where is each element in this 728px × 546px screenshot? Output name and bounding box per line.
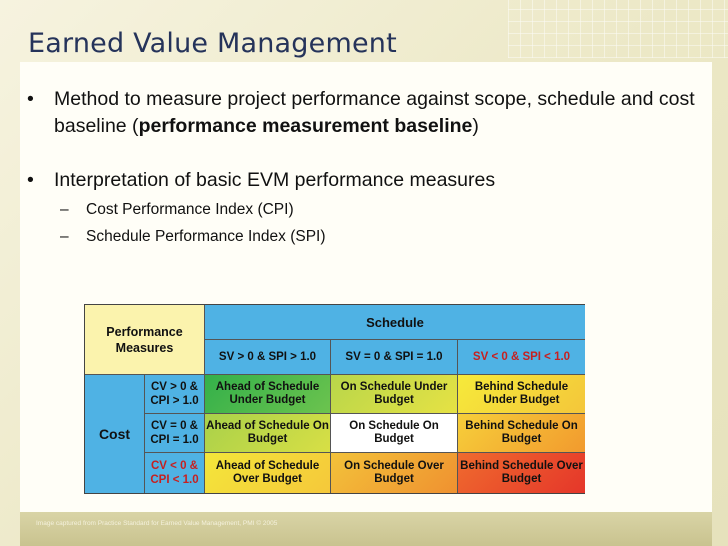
schedule-col-header: SV > 0 & SPI > 1.0	[205, 340, 331, 375]
sub-bullet-text: Schedule Performance Index (SPI)	[86, 228, 326, 245]
cost-header: Cost	[85, 375, 145, 493]
table-cell: Behind Schedule On Budget	[458, 414, 585, 453]
table-cell: On Schedule On Budget	[331, 414, 458, 453]
bullet-text-end: )	[472, 115, 479, 137]
schedule-col-header: SV < 0 & SPI < 1.0	[458, 340, 585, 375]
bottom-strip	[20, 512, 712, 546]
cost-row-header: CV < 0 & CPI < 1.0	[145, 453, 205, 493]
table-cell: On Schedule Over Budget	[331, 453, 458, 493]
sub-bullet-dash: –	[60, 201, 69, 218]
sub-bullet-spi: – Schedule Performance Index (SPI)	[24, 225, 714, 249]
bullet-dot: •	[27, 88, 34, 110]
bullet-item-method: • Method to measure project performance …	[24, 86, 714, 140]
bullet-item-interpretation: • Interpretation of basic EVM performanc…	[24, 167, 714, 194]
image-caption: Image captured from Practice Standard fo…	[36, 520, 278, 527]
sub-bullet-text: Cost Performance Index (CPI)	[86, 201, 294, 218]
table-cell: Behind Schedule Over Budget	[458, 453, 585, 493]
bullet-list: • Method to measure project performance …	[24, 86, 714, 249]
table-cell: Ahead of Schedule Under Budget	[205, 375, 331, 414]
decorative-grid-pattern	[508, 0, 728, 58]
cost-row-header: CV > 0 & CPI > 1.0	[145, 375, 205, 414]
table-cell: Ahead of Schedule Over Budget	[205, 453, 331, 493]
bullet-text: Method to measure project performance ag…	[54, 88, 695, 137]
bullet-bold-text: performance measurement baseline	[138, 115, 473, 137]
schedule-header: Schedule	[205, 305, 585, 340]
sub-bullet-cpi: – Cost Performance Index (CPI)	[24, 198, 714, 222]
cost-row-header: CV = 0 & CPI = 1.0	[145, 414, 205, 453]
bullet-dot: •	[27, 169, 34, 191]
sub-bullet-dash: –	[60, 228, 69, 245]
schedule-col-header: SV = 0 & SPI = 1.0	[331, 340, 458, 375]
table-cell: Ahead of Schedule On Budget	[205, 414, 331, 453]
table-cell: Behind Schedule Under Budget	[458, 375, 585, 414]
slide-title: Earned Value Management	[28, 28, 397, 59]
bullet-text: Interpretation of basic EVM performance …	[54, 169, 496, 191]
table-corner-cell: Performance Measures	[85, 305, 205, 375]
table-cell: On Schedule Under Budget	[331, 375, 458, 414]
evm-performance-table: Performance Measures Schedule SV > 0 & S…	[84, 304, 585, 494]
